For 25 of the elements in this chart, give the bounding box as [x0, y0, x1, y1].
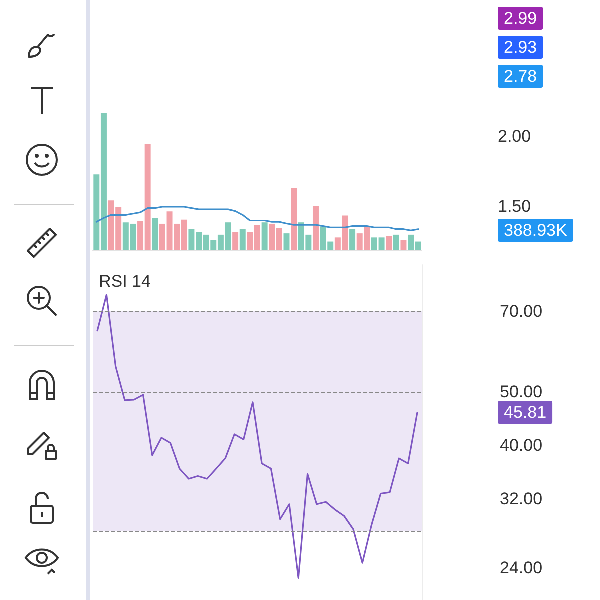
bar [400, 240, 407, 250]
bar [232, 232, 239, 250]
text: 2.78 [504, 67, 538, 86]
text: 2.99 [504, 9, 538, 28]
text: 2.93 [504, 38, 538, 57]
text: 1.50 [498, 197, 532, 216]
bar [386, 236, 392, 250]
y-tick-label: 32.00 [500, 490, 543, 509]
text: 2.00 [498, 127, 532, 146]
bar [393, 234, 400, 250]
y-tick-label: 50.00 [500, 382, 543, 402]
chart-title: RSI 14 [99, 272, 151, 291]
bar [240, 229, 246, 250]
text: 388.93K [504, 221, 568, 240]
bar [284, 234, 290, 250]
y-tick-label: 70.00 [500, 302, 543, 322]
bar [312, 206, 319, 250]
bar [291, 188, 298, 250]
bar [350, 229, 356, 250]
bar [152, 218, 158, 250]
line-series [96, 294, 418, 580]
y-tick-label: 24.00 [500, 558, 543, 578]
text: 45.81 [504, 403, 547, 422]
bar [262, 222, 268, 250]
y-tick-label: 40.00 [500, 436, 543, 456]
